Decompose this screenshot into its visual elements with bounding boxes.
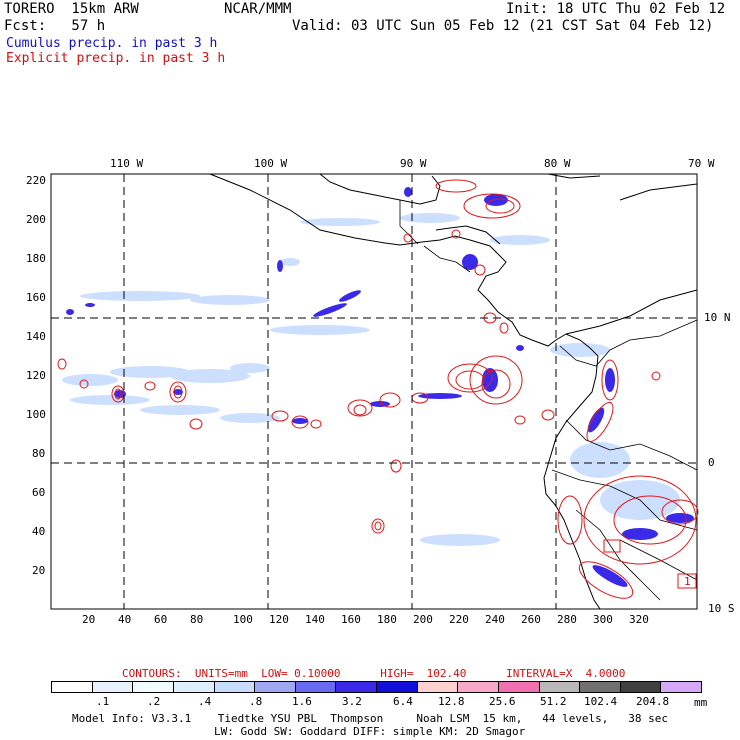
- x-tick-label: 200: [413, 613, 433, 626]
- level-label: .2: [147, 695, 161, 708]
- x-tick-label: 100: [233, 613, 253, 626]
- color-scale-segment: [254, 682, 295, 692]
- y-tick-label: 160: [26, 291, 46, 304]
- color-scale-segment: [579, 682, 620, 692]
- level-label: 6.4: [393, 695, 413, 708]
- lon-label: 80 W: [544, 157, 571, 170]
- y-tick-label: 120: [26, 369, 46, 382]
- level-label: 204.8: [636, 695, 670, 708]
- x-tick-label: 240: [485, 613, 505, 626]
- cumulus-precip-field: [62, 213, 680, 546]
- color-scale-segment: [376, 682, 417, 692]
- color-scale-segment: [335, 682, 376, 692]
- x-tick-label: 120: [269, 613, 289, 626]
- x-tick-label: 220: [449, 613, 469, 626]
- x-tick-label: 280: [557, 613, 577, 626]
- x-tick-label: 60: [154, 613, 168, 626]
- color-scale-segment: [660, 682, 701, 692]
- valid-time: Valid: 03 UTC Sun 05 Feb 12 (21 CST Sat …: [292, 18, 714, 34]
- explicit-precip-contours: [57, 179, 699, 599]
- explicit-legend-label: Explicit precip. in past 3 h: [6, 51, 226, 66]
- color-scale-segment: [457, 682, 498, 692]
- color-scale-segment: [132, 682, 173, 692]
- color-scale-segment: [416, 682, 458, 692]
- x-tick-label: 160: [341, 613, 361, 626]
- level-label: .1: [96, 695, 110, 708]
- color-scale-segment: [172, 682, 214, 692]
- lon-label: 90 W: [400, 157, 427, 170]
- x-tick-label: 20: [82, 613, 96, 626]
- color-scale-segment: [52, 682, 92, 692]
- y-tick-label: 200: [26, 213, 46, 226]
- region-box-small: [603, 539, 621, 553]
- init-time: Init: 18 UTC Thu 02 Feb 12: [506, 1, 726, 17]
- cumulus-legend-label: Cumulus precip. in past 3 h: [6, 36, 218, 51]
- color-scale-bar: [51, 681, 702, 693]
- region-box-label: 1: [684, 575, 691, 588]
- level-label: 25.6: [489, 695, 516, 708]
- y-tick-label: 20: [32, 564, 46, 577]
- level-label: 51.2: [540, 695, 567, 708]
- lon-label: 110 W: [110, 157, 144, 170]
- organization-label: NCAR/MMM: [224, 1, 292, 17]
- forecast-hour: Fcst: 57 h: [4, 18, 106, 34]
- country-borders: [399, 200, 698, 601]
- y-tick-label: 40: [32, 525, 46, 538]
- lat-label: 0: [708, 456, 715, 469]
- x-tick-label: 80: [190, 613, 204, 626]
- x-tick-label: 300: [593, 613, 613, 626]
- region-box: [677, 573, 697, 589]
- coastlines: [209, 173, 698, 610]
- physics-info: LW: Godd SW: Goddard DIFF: simple KM: 2D…: [214, 725, 526, 738]
- lat-lon-grid: [51, 174, 697, 609]
- y-tick-label: 220: [26, 174, 46, 187]
- color-scale-segment: [294, 682, 336, 692]
- color-scale-segment: [538, 682, 580, 692]
- color-scale-segment: [91, 682, 133, 692]
- lon-label: 100 W: [254, 157, 288, 170]
- level-label: .4: [198, 695, 212, 708]
- lat-label: 10 N: [704, 311, 731, 324]
- model-info: Model Info: V3.3.1 Tiedtke YSU PBL Thomp…: [72, 712, 669, 725]
- x-tick-label: 260: [521, 613, 541, 626]
- unit-label: mm: [694, 696, 708, 709]
- color-scale-segment: [497, 682, 539, 692]
- x-tick-label: 140: [305, 613, 325, 626]
- y-tick-label: 60: [32, 486, 46, 499]
- y-tick-label: 180: [26, 252, 46, 265]
- y-tick-label: 80: [32, 447, 46, 460]
- x-tick-label: 40: [118, 613, 132, 626]
- model-title: TORERO 15km ARW: [4, 1, 139, 17]
- cumulus-precip-cores: [66, 187, 694, 587]
- x-tick-label: 320: [629, 613, 649, 626]
- y-tick-label: 140: [26, 330, 46, 343]
- x-tick-label: 180: [377, 613, 397, 626]
- level-label: 1.6: [292, 695, 312, 708]
- level-label: 3.2: [342, 695, 362, 708]
- level-label: 102.4: [584, 695, 618, 708]
- lon-label: 70 W: [688, 157, 715, 170]
- y-tick-label: 100: [26, 408, 46, 421]
- lat-label: 10 S: [708, 602, 735, 615]
- level-label: .8: [249, 695, 263, 708]
- map-frame: [50, 173, 698, 610]
- contours-info: CONTOURS: UNITS=mm LOW= 0.10000 HIGH= 10…: [122, 667, 626, 680]
- level-label: 12.8: [438, 695, 465, 708]
- color-scale-segment: [619, 682, 661, 692]
- color-scale-segment: [213, 682, 255, 692]
